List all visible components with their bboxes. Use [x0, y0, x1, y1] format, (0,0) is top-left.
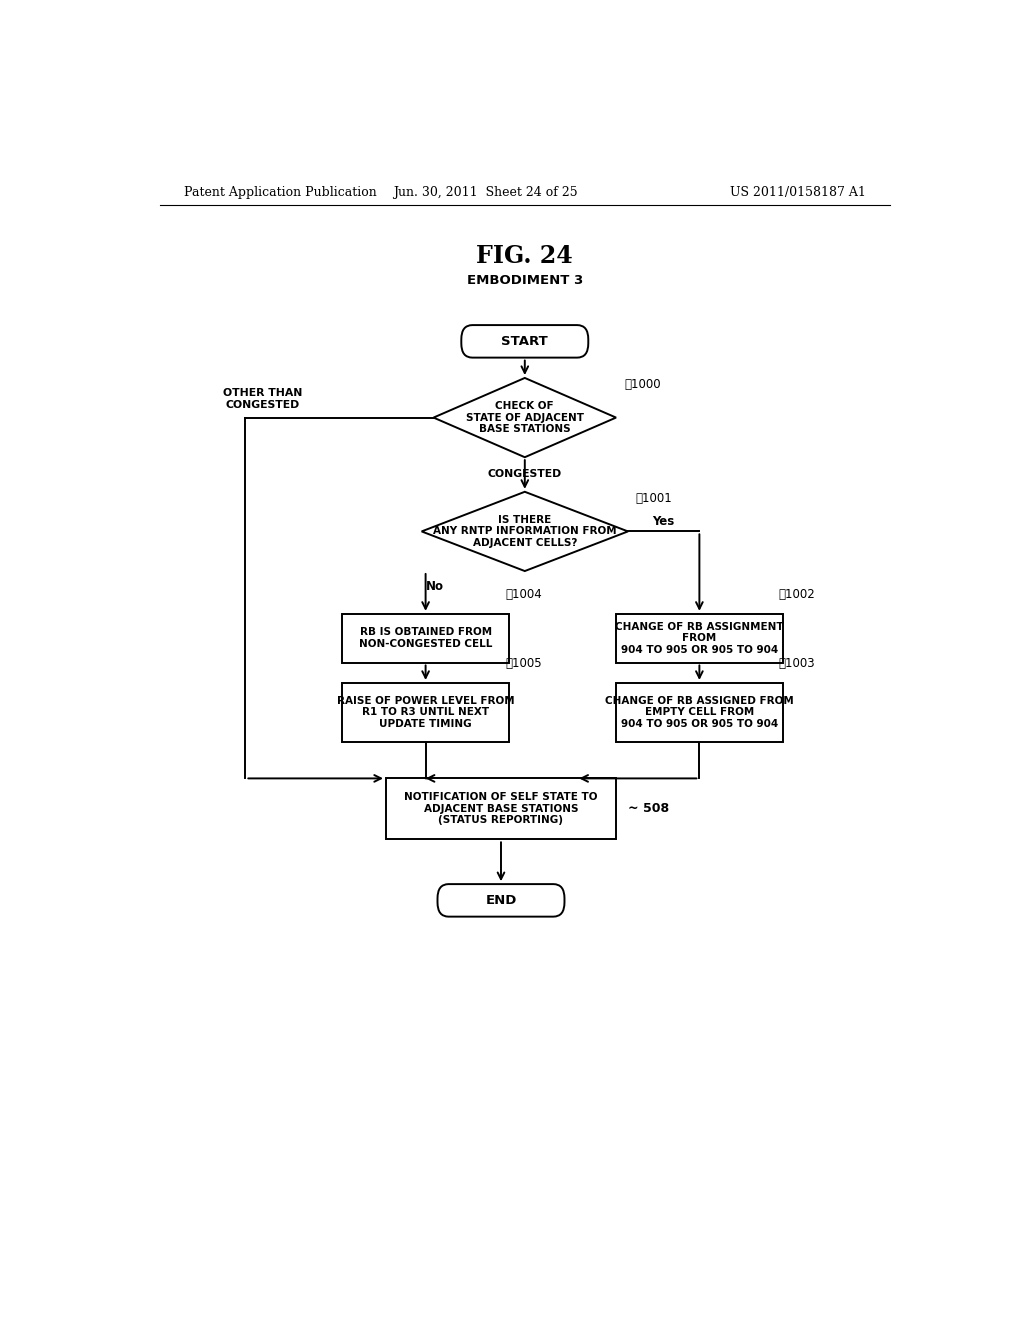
Text: CONGESTED: CONGESTED — [487, 470, 562, 479]
Text: IS THERE
ANY RNTP INFORMATION FROM
ADJACENT CELLS?: IS THERE ANY RNTP INFORMATION FROM ADJAC… — [433, 515, 616, 548]
Bar — [616, 614, 782, 663]
Text: OTHER THAN
CONGESTED: OTHER THAN CONGESTED — [223, 388, 303, 411]
Text: CHANGE OF RB ASSIGNED FROM
EMPTY CELL FROM
904 TO 905 OR 905 TO 904: CHANGE OF RB ASSIGNED FROM EMPTY CELL FR… — [605, 696, 794, 729]
Text: FIG. 24: FIG. 24 — [476, 244, 573, 268]
Text: Yes: Yes — [652, 515, 674, 528]
Text: ⸚1002: ⸚1002 — [778, 587, 815, 601]
Bar — [342, 614, 509, 663]
Text: ⸚1003: ⸚1003 — [778, 656, 815, 669]
Text: No: No — [426, 581, 443, 593]
Polygon shape — [422, 492, 628, 572]
Text: Jun. 30, 2011  Sheet 24 of 25: Jun. 30, 2011 Sheet 24 of 25 — [393, 186, 578, 199]
Text: RB IS OBTAINED FROM
NON-CONGESTED CELL: RB IS OBTAINED FROM NON-CONGESTED CELL — [359, 627, 493, 649]
Text: CHECK OF
STATE OF ADJACENT
BASE STATIONS: CHECK OF STATE OF ADJACENT BASE STATIONS — [466, 401, 584, 434]
Text: EMBODIMENT 3: EMBODIMENT 3 — [467, 273, 583, 286]
Text: US 2011/0158187 A1: US 2011/0158187 A1 — [730, 186, 866, 199]
Text: NOTIFICATION OF SELF STATE TO
ADJACENT BASE STATIONS
(STATUS REPORTING): NOTIFICATION OF SELF STATE TO ADJACENT B… — [404, 792, 598, 825]
Text: ⸚1000: ⸚1000 — [624, 378, 660, 391]
FancyBboxPatch shape — [437, 884, 564, 916]
Polygon shape — [433, 378, 616, 457]
Text: Patent Application Publication: Patent Application Publication — [183, 186, 376, 199]
Text: ⸚1005: ⸚1005 — [505, 656, 542, 669]
Text: START: START — [502, 335, 548, 348]
Text: END: END — [485, 894, 517, 907]
Text: ⸚1004: ⸚1004 — [505, 587, 542, 601]
Text: RAISE OF POWER LEVEL FROM
R1 TO R3 UNTIL NEXT
UPDATE TIMING: RAISE OF POWER LEVEL FROM R1 TO R3 UNTIL… — [337, 696, 514, 729]
Text: ⸚1001: ⸚1001 — [636, 492, 673, 504]
FancyBboxPatch shape — [461, 325, 588, 358]
Text: ~ 508: ~ 508 — [628, 803, 669, 816]
Bar — [616, 682, 782, 742]
Bar — [386, 779, 616, 840]
Bar — [342, 682, 509, 742]
Text: CHANGE OF RB ASSIGNMENT
FROM
904 TO 905 OR 905 TO 904: CHANGE OF RB ASSIGNMENT FROM 904 TO 905 … — [615, 622, 783, 655]
